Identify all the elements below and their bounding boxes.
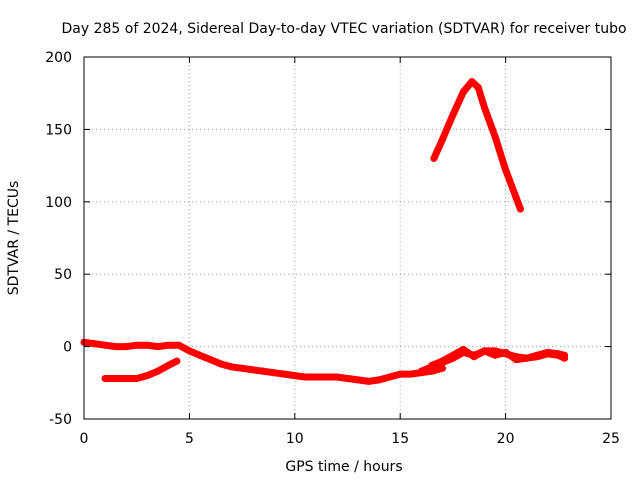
data-point xyxy=(438,357,446,365)
data-point xyxy=(428,361,436,369)
data-point xyxy=(122,343,130,351)
y-tick-label: 50 xyxy=(54,267,72,283)
x-tick-label: 20 xyxy=(497,431,515,447)
data-point xyxy=(516,205,524,213)
y-tick-label: -50 xyxy=(49,412,72,428)
data-point xyxy=(280,370,288,378)
data-point xyxy=(430,154,438,162)
chart-title: Day 285 of 2024, Sidereal Day-to-day VTE… xyxy=(61,21,626,37)
data-point xyxy=(491,133,499,141)
x-tick-label: 25 xyxy=(602,431,620,447)
grid xyxy=(84,57,611,419)
data-point xyxy=(512,194,520,201)
data-point xyxy=(554,351,562,359)
data-point xyxy=(438,136,446,143)
data-point xyxy=(185,347,193,355)
data-point xyxy=(481,347,488,355)
data-point xyxy=(481,104,488,112)
data-point xyxy=(164,341,172,349)
x-tick-label: 15 xyxy=(391,431,409,447)
data-point xyxy=(143,372,151,380)
x-tick-label: 0 xyxy=(80,431,89,447)
data-point xyxy=(91,340,98,348)
data-point xyxy=(207,356,214,364)
data-point xyxy=(133,341,141,349)
data-point xyxy=(386,373,394,381)
data-point xyxy=(154,343,162,351)
data-point xyxy=(491,351,499,359)
data-point xyxy=(133,375,141,382)
y-tick-label: 100 xyxy=(45,195,72,211)
data-point xyxy=(259,367,267,375)
data-point xyxy=(375,376,383,384)
data-point xyxy=(238,364,246,372)
data-point xyxy=(312,373,320,381)
data-point xyxy=(354,376,362,384)
data-point xyxy=(470,353,478,361)
x-tick-label: 5 xyxy=(185,431,194,447)
data-point xyxy=(173,357,181,365)
data-point xyxy=(301,373,309,381)
data-point xyxy=(322,373,330,381)
data-point xyxy=(417,367,425,375)
data-point xyxy=(396,370,404,378)
data-point xyxy=(333,373,341,381)
x-axis-label: GPS time / hours xyxy=(285,459,402,475)
y-tick-label: 200 xyxy=(45,50,72,66)
plot-frame xyxy=(83,56,612,420)
data-point xyxy=(228,363,236,371)
data-point xyxy=(459,346,467,353)
data-point xyxy=(101,375,109,382)
data-point xyxy=(449,351,457,359)
data-point xyxy=(474,83,482,91)
data-point xyxy=(122,375,130,382)
ticks: 0 5 10 15 20 25 -50 0 50 100 150 200 xyxy=(45,50,620,447)
y-axis-label: SDTVAR / TECUs xyxy=(6,181,22,296)
data-point xyxy=(270,369,278,377)
data-point xyxy=(407,370,415,378)
data-point xyxy=(196,351,204,359)
data-point xyxy=(502,348,510,356)
data-point xyxy=(468,78,476,86)
x-tick-label: 10 xyxy=(286,431,304,447)
data-point xyxy=(512,356,520,364)
data-point xyxy=(164,361,172,369)
data-point xyxy=(533,353,541,361)
data-point xyxy=(112,375,120,382)
data-point xyxy=(175,341,183,349)
y-tick-label: 0 xyxy=(63,340,72,356)
data-point xyxy=(523,354,531,362)
data-point xyxy=(249,366,257,374)
data-point xyxy=(561,354,569,362)
data-point xyxy=(112,343,120,351)
data-point xyxy=(143,341,151,349)
data-point xyxy=(544,350,552,358)
series-layer xyxy=(80,78,569,385)
data-point xyxy=(502,166,510,174)
data-point xyxy=(154,367,162,375)
data-point xyxy=(459,88,467,96)
data-point xyxy=(291,372,299,380)
data-point xyxy=(365,377,373,385)
data-point xyxy=(344,375,351,382)
y-tick-label: 150 xyxy=(45,122,72,138)
data-point xyxy=(101,341,109,349)
data-point xyxy=(217,360,225,368)
data-point xyxy=(449,111,457,119)
